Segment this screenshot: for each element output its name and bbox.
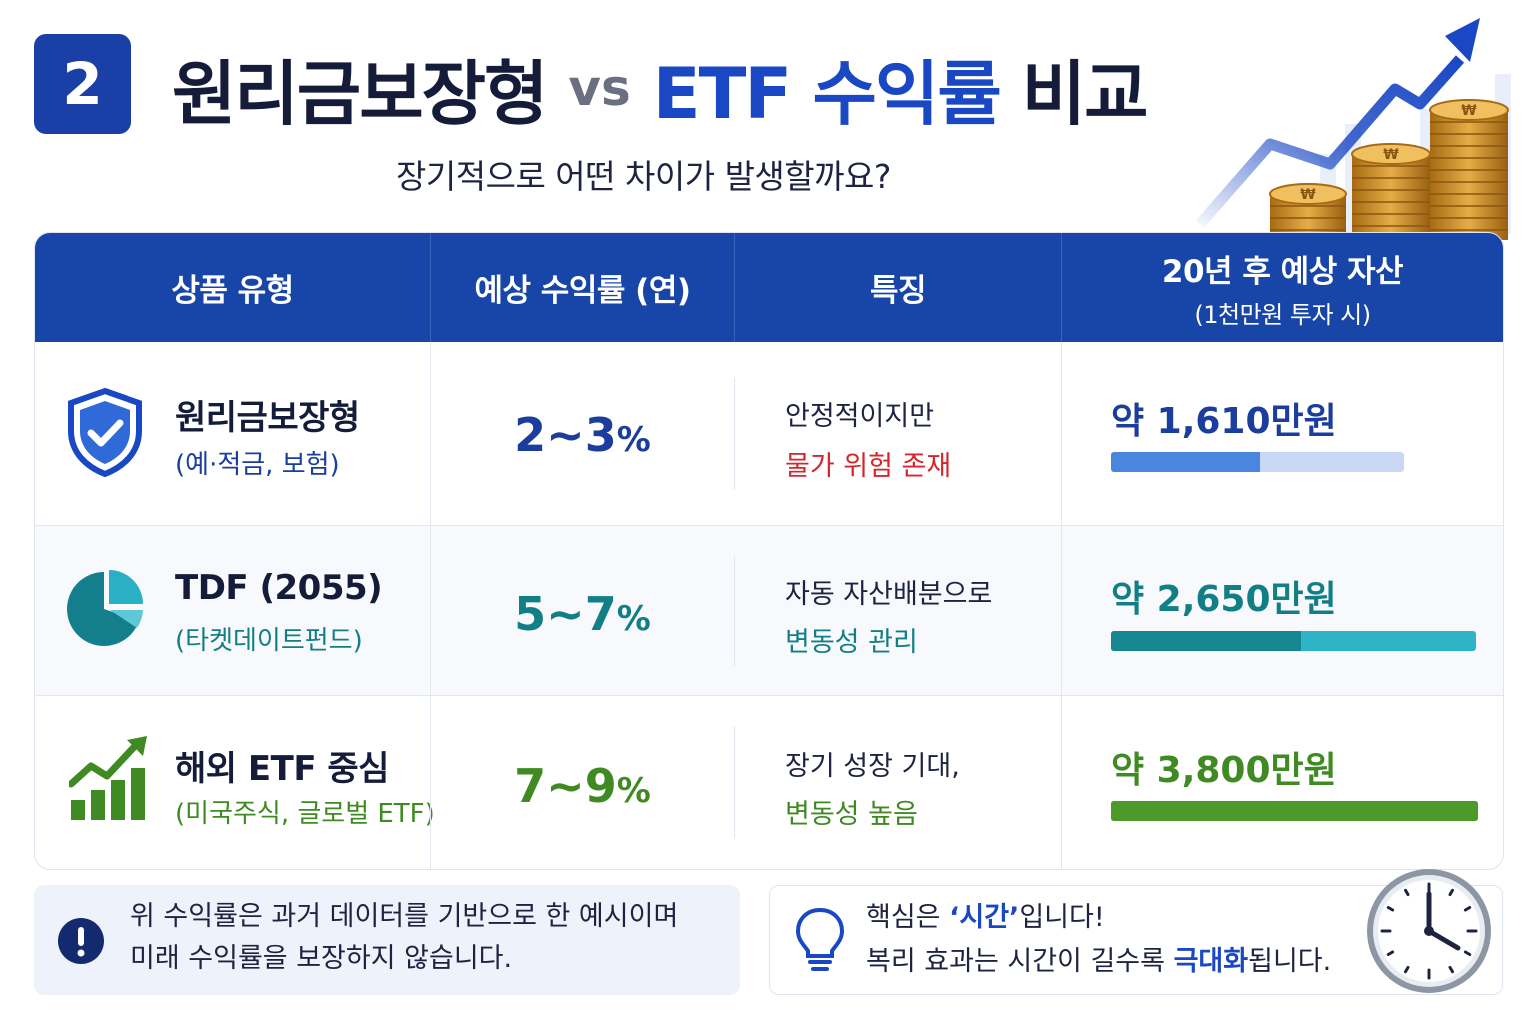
title-guaranteed: 원리금보장형 xyxy=(172,52,548,135)
header-divider xyxy=(1061,233,1062,342)
row-separator xyxy=(35,525,1503,526)
header-divider xyxy=(430,233,431,342)
exclamation-icon xyxy=(58,918,104,964)
title-etf: ETF 수익률 xyxy=(652,52,1002,135)
lightbulb-icon xyxy=(795,907,845,971)
table-row: 해외 ETF 중심 (미국주식, 글로벌 ETF) 7~9% 장기 성장 기대,… xyxy=(35,696,1503,868)
column-header-type: 상품 유형 xyxy=(171,273,294,309)
section-number-badge: 2 xyxy=(34,34,131,134)
disclaimer-line-1: 위 수익률은 과거 데이터를 기반으로 한 예시이며 xyxy=(130,901,679,932)
comparison-table: 상품 유형 예상 수익률 (연) 특징 20년 후 예상 자산 (1천만원 투자… xyxy=(34,232,1504,870)
row-divider xyxy=(734,378,735,490)
rate-range: 2~3 xyxy=(514,408,617,462)
disclaimer-box: 위 수익률은 과거 데이터를 기반으로 한 예시이며 미래 수익률을 보장하지 … xyxy=(34,885,740,995)
column-header-asset-title: 20년 후 예상 자산 xyxy=(1161,253,1404,290)
won-symbol: ₩ xyxy=(1383,147,1399,163)
rate-unit: % xyxy=(616,599,651,639)
title-vs: vs xyxy=(568,59,631,117)
column-divider xyxy=(1061,342,1062,869)
feature-line-2: 물가 위험 존재 xyxy=(785,451,952,482)
tip-keyword-time: ‘시간’ xyxy=(949,902,1020,933)
row-separator xyxy=(35,695,1503,696)
shield-check-icon xyxy=(68,387,142,477)
tip-keyword-maximize: 극대화 xyxy=(1173,946,1249,977)
coin-stack-large: ₩ xyxy=(1429,99,1509,240)
rate-value: 7~9% xyxy=(431,759,734,813)
growth-arrow-coins-icon: ₩ ₩ ₩ xyxy=(1195,18,1511,240)
feature-line-1: 자동 자산배분으로 xyxy=(785,579,993,610)
asset-progress-bar xyxy=(1111,631,1476,651)
header-divider xyxy=(734,233,735,342)
tip-line-2-c: 됩니다. xyxy=(1248,946,1332,977)
product-name: TDF (2055) xyxy=(175,568,383,608)
column-divider xyxy=(430,342,431,869)
product-name: 원리금보장형 xyxy=(175,398,360,438)
feature-line-2: 변동성 관리 xyxy=(785,627,918,658)
asset-progress-fill xyxy=(1111,452,1261,472)
rate-range: 5~7 xyxy=(514,587,617,641)
feature-line-1: 안정적이지만 xyxy=(785,401,935,432)
rate-range: 7~9 xyxy=(514,759,617,813)
page-subtitle: 장기적으로 어떤 차이가 발생할까요? xyxy=(396,157,891,196)
asset-amount: 약 1,610만원 xyxy=(1111,401,1337,442)
asset-amount: 약 3,800만원 xyxy=(1111,750,1337,791)
row-divider xyxy=(734,726,735,838)
rate-unit: % xyxy=(616,771,651,811)
asset-progress-fill xyxy=(1111,801,1478,821)
won-symbol: ₩ xyxy=(1300,187,1316,203)
product-desc: (예·적금, 보험) xyxy=(175,450,340,480)
feature-line-1: 장기 성장 기대, xyxy=(785,751,960,782)
table-header: 상품 유형 예상 수익률 (연) 특징 20년 후 예상 자산 (1천만원 투자… xyxy=(35,233,1503,342)
column-header-feature: 특징 xyxy=(869,273,927,309)
title-compare: 비교 xyxy=(1021,52,1149,135)
product-desc: (타켓데이트펀드) xyxy=(175,626,363,656)
tip-line-1: 핵심은 ‘시간’입니다! xyxy=(866,896,1105,940)
tip-line-1-a: 핵심은 xyxy=(866,902,950,933)
coin-stack-medium: ₩ xyxy=(1351,143,1431,240)
product-desc: (미국주식, 글로벌 ETF) xyxy=(175,799,435,829)
asset-progress-bar xyxy=(1111,801,1478,821)
won-symbol: ₩ xyxy=(1461,103,1477,119)
pie-chart-icon xyxy=(67,570,143,646)
asset-amount: 약 2,650만원 xyxy=(1111,579,1337,620)
disclaimer-line-2: 미래 수익률을 보장하지 않습니다. xyxy=(130,943,513,974)
tip-line-1-c: 입니다! xyxy=(1019,902,1105,933)
table-row: 원리금보장형 (예·적금, 보험) 2~3% 안정적이지만 물가 위험 존재 약… xyxy=(35,342,1503,525)
column-header-asset-subtitle: (1천만원 투자 시) xyxy=(1194,300,1371,329)
tip-line-2-a: 복리 효과는 시간이 길수록 xyxy=(866,946,1174,977)
asset-progress-bar xyxy=(1111,452,1404,472)
column-header-rate: 예상 수익률 (연) xyxy=(474,273,691,309)
tip-line-2: 복리 효과는 시간이 길수록 극대화됩니다. xyxy=(866,940,1331,984)
growth-chart-icon xyxy=(69,736,147,820)
table-row: TDF (2055) (타켓데이트펀드) 5~7% 자동 자산배분으로 변동성 … xyxy=(35,526,1503,695)
rate-value: 2~3% xyxy=(431,408,734,462)
feature-line-2: 변동성 높음 xyxy=(785,799,918,830)
column-header-asset: 20년 후 예상 자산 (1천만원 투자 시) xyxy=(1062,233,1503,342)
asset-progress-fill xyxy=(1111,631,1301,651)
page-title: 원리금보장형 vs ETF 수익률 비교 xyxy=(172,40,1149,136)
row-divider xyxy=(734,556,735,666)
product-name: 해외 ETF 중심 xyxy=(175,749,389,789)
rate-unit: % xyxy=(616,420,651,460)
rate-value: 5~7% xyxy=(431,587,734,641)
clock-icon xyxy=(1367,869,1491,993)
